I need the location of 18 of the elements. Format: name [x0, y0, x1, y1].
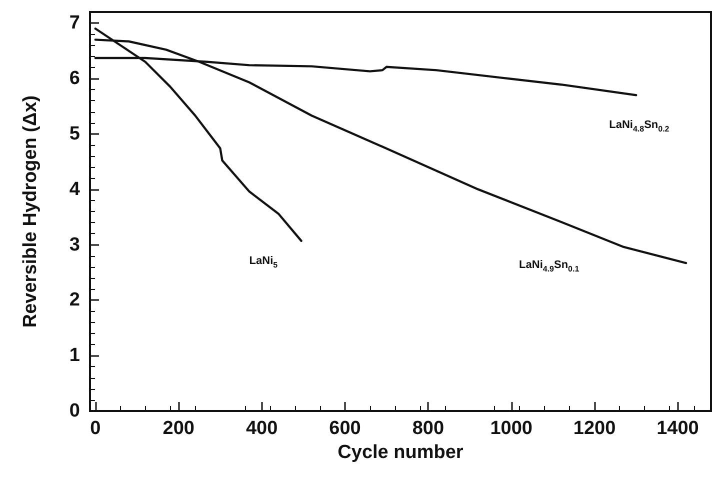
- x-tick-label: 200: [162, 418, 194, 439]
- y-axis-title: Reversible Hydrogen (Δx): [20, 95, 41, 328]
- x-tick-label: 1000: [490, 418, 532, 439]
- x-tick-label: 600: [329, 418, 361, 439]
- y-tick-label: 3: [69, 234, 80, 256]
- x-tick-label: 800: [412, 418, 444, 439]
- x-axis-title: Cycle number: [338, 442, 464, 463]
- y-tick-label: 7: [69, 12, 80, 34]
- y-tick-label: 2: [69, 290, 80, 311]
- y-tick-label: 4: [69, 178, 80, 200]
- y-tick-label: 5: [69, 123, 80, 144]
- y-tick-label: 1: [69, 345, 80, 366]
- x-tick-label: 0: [90, 418, 101, 439]
- x-tick-label: 1400: [656, 418, 699, 439]
- y-tick-label: 6: [69, 68, 80, 89]
- x-tick-label: 1200: [573, 418, 616, 439]
- y-tick-label: 0: [69, 400, 80, 422]
- x-tick-label: 400: [246, 418, 278, 439]
